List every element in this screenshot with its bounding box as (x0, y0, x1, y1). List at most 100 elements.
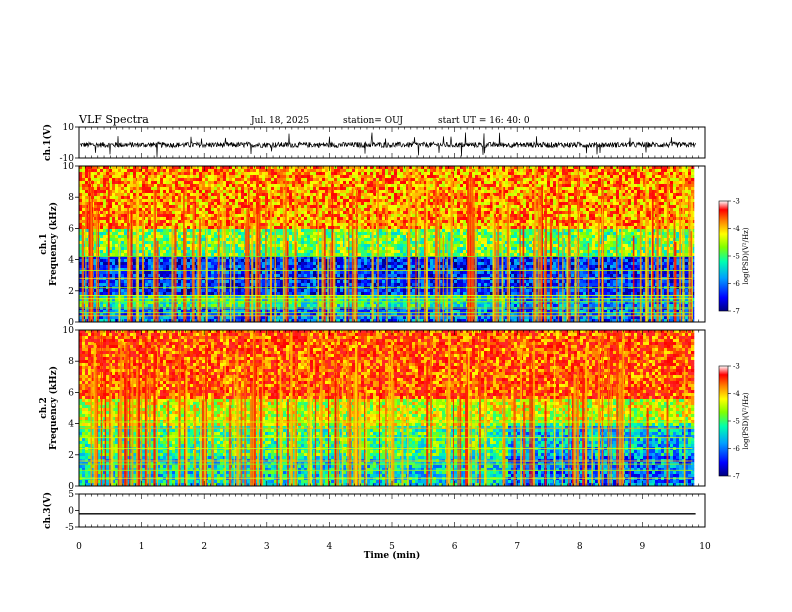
spectrogram-cell (487, 220, 491, 224)
spectrogram-cell (382, 223, 386, 227)
spectrogram-cell (133, 208, 137, 212)
spectrogram-cell (664, 226, 668, 230)
spectrogram-cell (427, 172, 431, 176)
spectrogram-cell (370, 184, 374, 188)
spectrogram-cell (526, 223, 530, 227)
spectrogram-cell (82, 193, 86, 197)
spectrogram-cell (580, 220, 584, 224)
spectrogram-cell (634, 196, 638, 200)
spectrogram-cell (244, 214, 248, 218)
spectrogram-cell (502, 166, 506, 170)
spectrogram-cell (511, 187, 515, 191)
spectrogram-cell (598, 199, 602, 203)
spectrogram-cell (457, 184, 461, 188)
spectrogram-cell (283, 214, 287, 218)
spectrogram-cell (202, 235, 206, 239)
spectrogram-cell (211, 217, 215, 221)
spectrogram-cell (274, 208, 278, 212)
spectrogram-cell (433, 226, 437, 230)
spectrogram-cell (469, 169, 473, 173)
spectrogram-cell (619, 211, 623, 215)
spectrogram-cell (250, 211, 254, 215)
spectrogram-cell (352, 214, 356, 218)
spectrogram-cell (622, 202, 626, 206)
spectrogram-cell (292, 205, 296, 209)
spectrogram-cell (94, 205, 98, 209)
spectrogram-cell (364, 220, 368, 224)
spectrogram-cell (658, 169, 662, 173)
spectrogram-cell (391, 202, 395, 206)
spectrogram-cell (265, 196, 269, 200)
spectrogram-cell (547, 169, 551, 173)
spectrogram-cell (511, 199, 515, 203)
spectrogram-cell (418, 196, 422, 200)
spectrogram-cell (265, 178, 269, 182)
spectrogram-cell (358, 181, 362, 185)
spectrogram-cell (484, 190, 488, 194)
spectrogram-cell (187, 172, 191, 176)
spectrogram-cell (367, 232, 371, 236)
spectrogram-cell (346, 181, 350, 185)
spectrogram-cell (496, 196, 500, 200)
spectrogram-cell (139, 202, 143, 206)
spectrogram-cell (412, 232, 416, 236)
spectrogram-cell (460, 202, 464, 206)
spectrogram-cell (229, 169, 233, 173)
spectrogram-cell (517, 205, 521, 209)
spectrogram-cell (523, 196, 527, 200)
spectrogram-cell (448, 166, 452, 170)
spectrogram-cell (550, 175, 554, 179)
spectrogram-cell (112, 223, 116, 227)
spectrogram-cell (157, 175, 161, 179)
spectrogram-cell (589, 214, 593, 218)
spectrogram-cell (211, 214, 215, 218)
spectrogram-cell (166, 208, 170, 212)
spectrogram-cell (157, 235, 161, 239)
spectrogram-cell (286, 229, 290, 233)
spectrogram-cell (592, 190, 596, 194)
spectrogram-cell (403, 202, 407, 206)
spectrogram-cell (100, 184, 104, 188)
spectrogram-cell (172, 175, 176, 179)
spectrogram-cell (325, 175, 329, 179)
spectrogram-cell (454, 178, 458, 182)
spectrogram-cell (121, 235, 125, 239)
spectrogram-cell (322, 223, 326, 227)
spectrogram-cell (619, 220, 623, 224)
spectrogram-cell (247, 178, 251, 182)
spectrogram-cell (355, 181, 359, 185)
spectrogram-cell (217, 199, 221, 203)
spectrogram-cell (106, 184, 110, 188)
spectrogram-cell (646, 217, 650, 221)
spectrogram-cell (631, 232, 635, 236)
spectrogram-cell (658, 226, 662, 230)
spectrogram-cell (439, 196, 443, 200)
spectrogram-cell (676, 211, 680, 215)
spectrogram-cell (184, 181, 188, 185)
spectrogram-cell (508, 172, 512, 176)
spectrogram-cell (352, 223, 356, 227)
spectrogram-cell (145, 166, 149, 170)
spectrogram-cell (307, 211, 311, 215)
spectrogram-cell (562, 172, 566, 176)
spectrogram-cell (196, 193, 200, 197)
spectrogram-cell (115, 205, 119, 209)
spectrogram-cell (661, 208, 665, 212)
spectrogram-cell (514, 232, 518, 236)
spectrogram-cell (187, 220, 191, 224)
spectrogram-cell (523, 175, 527, 179)
spectrogram-cell (115, 178, 119, 182)
spectrogram-cell (295, 190, 299, 194)
spectrogram-cell (238, 166, 242, 170)
spectrogram-cell (361, 196, 365, 200)
spectrogram-cell (619, 199, 623, 203)
spectrogram-cell (532, 193, 536, 197)
spectrogram-cell (301, 226, 305, 230)
spectrogram-cell (253, 196, 257, 200)
spectrogram-cell (565, 214, 569, 218)
spectrogram-cell (193, 193, 197, 197)
spectrogram-cell (397, 184, 401, 188)
spectrogram-cell (394, 220, 398, 224)
spectrogram-cell (304, 211, 308, 215)
spectrogram-cell (442, 226, 446, 230)
